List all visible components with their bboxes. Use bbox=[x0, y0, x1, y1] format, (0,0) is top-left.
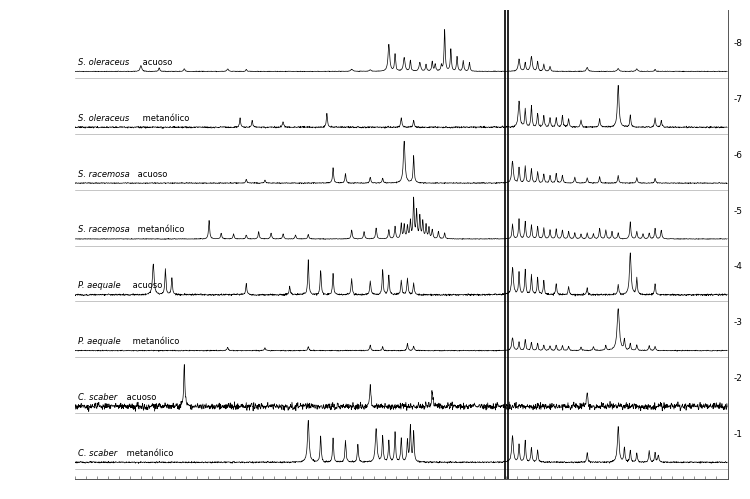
Text: S. racemosa: S. racemosa bbox=[78, 170, 130, 179]
Text: -5: -5 bbox=[734, 207, 743, 216]
Text: acuoso: acuoso bbox=[130, 281, 162, 290]
Text: P. aequale: P. aequale bbox=[78, 281, 121, 290]
Text: C. scaber: C. scaber bbox=[78, 449, 118, 458]
Text: acuoso: acuoso bbox=[135, 170, 167, 179]
Text: acuoso: acuoso bbox=[124, 393, 157, 402]
Text: S. racemosa: S. racemosa bbox=[78, 226, 130, 235]
Text: metanólico: metanólico bbox=[140, 114, 189, 123]
Text: S. oleraceus: S. oleraceus bbox=[78, 114, 130, 123]
Text: -3: -3 bbox=[734, 318, 743, 327]
Text: -7: -7 bbox=[734, 95, 743, 104]
Text: acuoso: acuoso bbox=[140, 58, 172, 67]
Text: C. scaber: C. scaber bbox=[78, 393, 118, 402]
Text: -6: -6 bbox=[734, 151, 743, 160]
Text: metanólico: metanólico bbox=[135, 226, 184, 235]
Text: -4: -4 bbox=[734, 262, 743, 271]
Text: P. aequale: P. aequale bbox=[78, 337, 121, 346]
Text: -1: -1 bbox=[734, 430, 743, 439]
Text: -2: -2 bbox=[734, 374, 743, 383]
Text: -8: -8 bbox=[734, 39, 743, 48]
Text: metanólico: metanólico bbox=[124, 449, 174, 458]
Text: metanólico: metanólico bbox=[130, 337, 179, 346]
Text: S. oleraceus: S. oleraceus bbox=[78, 58, 130, 67]
